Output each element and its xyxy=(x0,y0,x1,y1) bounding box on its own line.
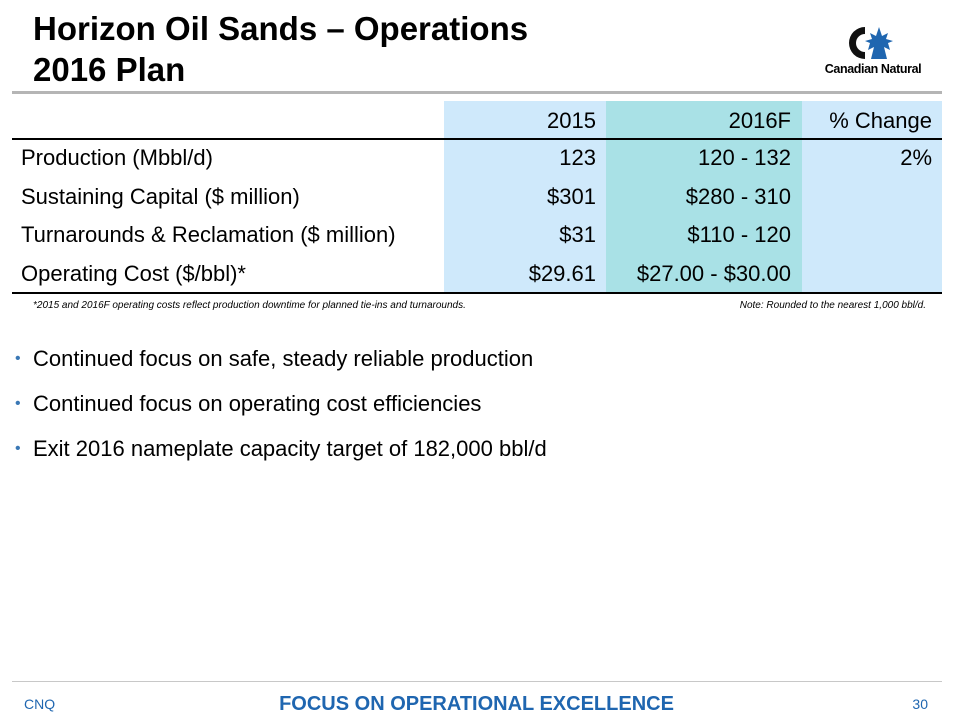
bullet-text: Continued focus on safe, steady reliable… xyxy=(33,346,534,371)
cell-2015: $301 xyxy=(547,184,596,209)
column-2015-background xyxy=(444,101,606,293)
footer-ticker: CNQ xyxy=(24,696,56,712)
cell-2016f: $110 - 120 xyxy=(687,222,791,247)
column-2016f-background xyxy=(606,101,802,293)
title-line-2: 2016 Plan xyxy=(33,51,186,88)
bullet-dot-icon: • xyxy=(15,350,21,367)
table-bottom-rule xyxy=(12,292,942,294)
title-line-1: Horizon Oil Sands – Operations xyxy=(33,10,529,47)
table-header-rule xyxy=(12,138,942,140)
footer-divider xyxy=(12,681,942,682)
slide-title: Horizon Oil Sands – Operations 2016 Plan xyxy=(33,8,528,90)
row-label: Turnarounds & Reclamation ($ million) xyxy=(21,222,396,247)
bullet-dot-icon: • xyxy=(15,440,21,457)
row-label: Operating Cost ($/bbl)* xyxy=(21,261,246,286)
row-label: Sustaining Capital ($ million) xyxy=(21,184,300,209)
cell-2015: $29.61 xyxy=(528,261,596,286)
table-note: Note: Rounded to the nearest 1,000 bbl/d… xyxy=(739,300,926,311)
cell-2015: $31 xyxy=(559,222,596,247)
logo-wordmark: Canadian Natural xyxy=(824,62,922,76)
header-2015: 2015 xyxy=(547,108,596,133)
cell-2016f: 120 - 132 xyxy=(698,145,791,170)
cell-pct-change: 2% xyxy=(900,145,932,170)
bullet-text: Continued focus on operating cost effici… xyxy=(33,391,482,416)
bullet-dot-icon: • xyxy=(15,395,21,412)
maple-leaf-c-logo-icon xyxy=(849,27,893,59)
company-logo: Canadian Natural xyxy=(814,25,932,81)
cell-2016f: $280 - 310 xyxy=(685,184,791,209)
cell-2015: 123 xyxy=(559,145,596,170)
page-number: 30 xyxy=(912,696,928,712)
header-pct-change: % Change xyxy=(829,108,932,133)
title-divider xyxy=(12,91,942,94)
table-footnote: *2015 and 2016F operating costs reflect … xyxy=(33,300,466,311)
header-2016f: 2016F xyxy=(728,108,791,133)
cell-2016f: $27.00 - $30.00 xyxy=(636,261,791,286)
column-pct-change-background xyxy=(802,101,942,293)
row-label: Production (Mbbl/d) xyxy=(21,145,213,170)
bullet-text: Exit 2016 nameplate capacity target of 1… xyxy=(33,436,547,461)
footer-tagline: FOCUS ON OPERATIONAL EXCELLENCE xyxy=(279,693,674,715)
